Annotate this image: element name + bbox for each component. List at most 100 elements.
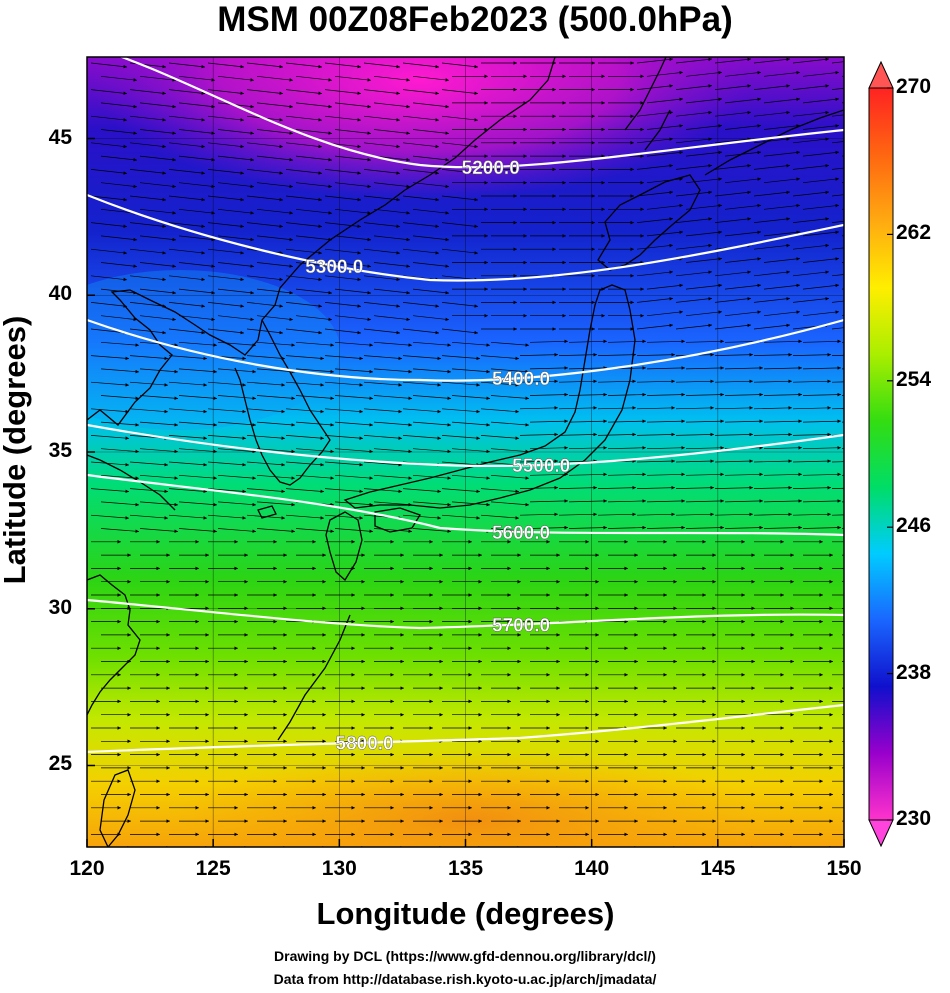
- wind-arrow: [295, 208, 333, 215]
- wind-arrow: [217, 528, 257, 533]
- wind-arrow: [285, 62, 323, 69]
- x-tick-label: 135: [447, 857, 484, 880]
- wind-arrow: [675, 243, 713, 250]
- wind-arrow: [802, 499, 842, 503]
- wind-arrow: [246, 435, 286, 440]
- wind-arrow: [558, 406, 598, 410]
- wind-arrow: [724, 203, 762, 210]
- wind-arrow: [334, 155, 372, 162]
- wind-arrow: [363, 222, 401, 228]
- colorbar-tick-label: 254: [896, 367, 932, 391]
- wind-arrow: [207, 195, 245, 202]
- wind-arrow: [285, 248, 323, 255]
- wind-arrow: [246, 195, 284, 202]
- wind-arrow: [714, 406, 754, 410]
- wind-arrow: [763, 230, 801, 237]
- wind-arrow: [753, 323, 791, 330]
- wind-arrow: [724, 97, 762, 104]
- wind-arrow: [792, 270, 830, 277]
- wind-arrow: [558, 379, 598, 384]
- wind-arrow: [802, 97, 840, 104]
- wind-arrow: [168, 62, 206, 69]
- wind-arrow: [178, 288, 216, 295]
- wind-arrow: [178, 208, 216, 215]
- wind-arrow: [100, 501, 140, 507]
- wind-arrow: [256, 315, 294, 322]
- wind-arrow: [217, 368, 257, 374]
- wind-arrow: [412, 421, 452, 427]
- wind-arrow: [412, 315, 450, 322]
- wind-arrow: [324, 169, 362, 175]
- wind-arrow: [675, 323, 713, 330]
- wind-arrow: [285, 514, 325, 520]
- wind-arrow: [334, 129, 372, 135]
- wind-arrow: [139, 129, 177, 135]
- wind-arrow: [831, 487, 844, 489]
- wind-arrow: [100, 235, 138, 242]
- wind-arrow: [129, 62, 167, 69]
- wind-arrow: [139, 528, 179, 533]
- wind-arrow: [402, 381, 442, 387]
- wind-arrow: [100, 129, 138, 135]
- wind-arrow: [139, 288, 177, 295]
- wind-arrow: [324, 355, 364, 361]
- wind-arrow: [753, 270, 791, 277]
- wind-arrow: [636, 352, 676, 357]
- wind-arrow: [246, 328, 284, 335]
- wind-arrow: [792, 406, 832, 410]
- wind-arrow: [285, 381, 325, 387]
- wind-arrow: [90, 142, 128, 149]
- wind-arrow: [412, 129, 450, 135]
- wind-arrow: [334, 395, 374, 400]
- wind-arrow: [217, 474, 257, 480]
- wind-arrow: [168, 408, 208, 414]
- wind-arrow: [675, 270, 713, 277]
- wind-arrow: [441, 142, 479, 149]
- wind-arrow: [100, 448, 140, 454]
- wind-arrow: [841, 75, 844, 77]
- wind-arrow: [753, 57, 791, 64]
- wind-arrow: [207, 435, 247, 440]
- wind-arrow: [792, 243, 830, 250]
- wind-arrow: [802, 366, 842, 370]
- wind-arrow: [675, 137, 713, 144]
- wind-arrow: [256, 182, 294, 189]
- wind-arrow: [295, 182, 333, 189]
- wind-arrow: [675, 406, 715, 410]
- wind-arrow: [285, 115, 323, 122]
- wind-arrow: [334, 501, 374, 507]
- wind-arrow: [178, 129, 216, 135]
- wind-arrow: [675, 84, 713, 90]
- wind-arrow: [139, 75, 177, 82]
- wind-arrow: [90, 62, 128, 69]
- wind-arrow: [178, 528, 218, 533]
- wind-arrow: [646, 392, 686, 397]
- wind-arrow: [285, 355, 325, 361]
- wind-arrow: [285, 142, 323, 149]
- wind-arrow: [636, 485, 676, 490]
- wind-arrow: [100, 421, 140, 427]
- wind-arrow: [685, 392, 725, 397]
- contour-label: 5400.0: [492, 369, 550, 390]
- wind-arrow: [792, 352, 832, 357]
- wind-arrow: [451, 368, 491, 374]
- x-tick-label: 125: [195, 857, 231, 880]
- wind-arrow: [90, 115, 128, 122]
- wind-arrow: [714, 512, 754, 517]
- wind-arrow: [129, 381, 169, 387]
- wind-arrow: [178, 75, 216, 82]
- wind-arrow: [285, 222, 323, 228]
- wind-arrow: [714, 217, 752, 223]
- wind-arrow: [246, 222, 284, 228]
- wind-arrow: [168, 248, 206, 255]
- wind-arrow: [441, 328, 479, 335]
- wind-arrow: [636, 110, 674, 117]
- wind-arrow: [490, 395, 530, 400]
- wind-arrow: [763, 150, 801, 157]
- wind-arrow: [139, 155, 177, 162]
- wind-arrow: [441, 488, 481, 494]
- wind-arrow: [763, 339, 803, 344]
- wind-arrow: [363, 328, 401, 335]
- wind-arrow: [373, 288, 411, 295]
- wind-arrow: [607, 472, 647, 477]
